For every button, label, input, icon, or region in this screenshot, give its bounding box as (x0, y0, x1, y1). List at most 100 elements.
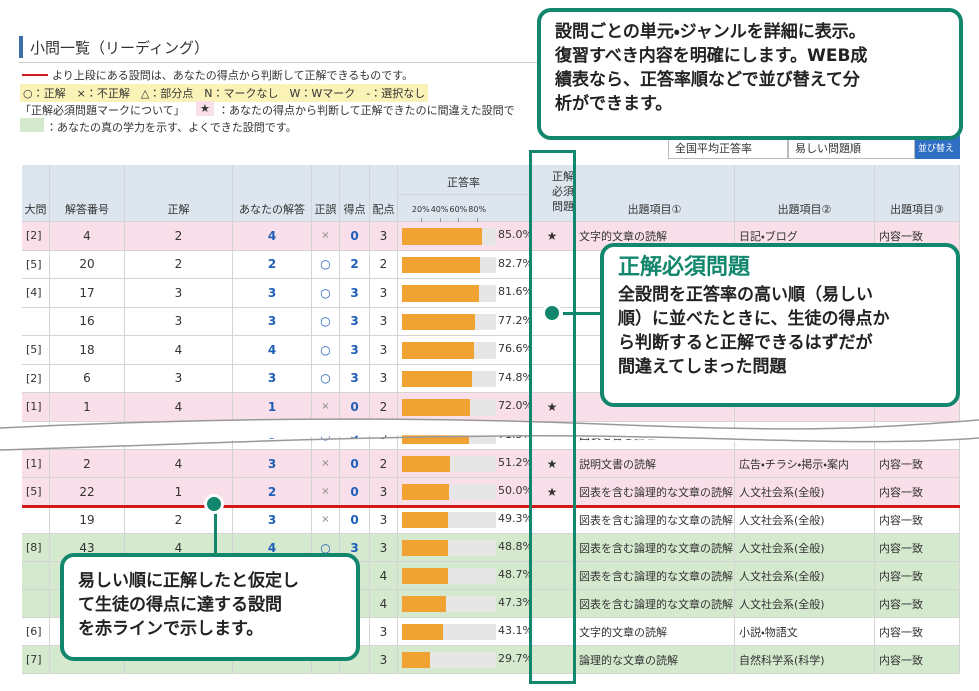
title: 小問一覧（リーディング） (30, 39, 209, 57)
cell: 4 (233, 336, 312, 365)
cell: 図表を含む論理的な文章の読解 (575, 506, 735, 534)
rate-tick (477, 218, 479, 222)
rate-label: 48.7% (498, 568, 533, 581)
rate-bar (402, 456, 451, 472)
break-wave (0, 418, 979, 451)
cell: × (312, 222, 340, 251)
cell: 文字的文章の読解 (575, 618, 735, 646)
cell: 19 (50, 506, 125, 534)
cell (22, 307, 50, 336)
cell: 人文社会系(全般) (735, 478, 875, 506)
cell: 4 (370, 590, 398, 618)
cell: 49.3% (398, 506, 533, 534)
cell: ○ (312, 279, 340, 308)
callout-line: ら判断すると正解できるはずだが (618, 333, 873, 353)
cell: [6] (22, 618, 50, 646)
cell: 0 (340, 478, 370, 506)
cell: ★ (530, 222, 575, 251)
cell: 3 (125, 279, 233, 308)
cell: 図表を含む論理的な文章の読解 (575, 534, 735, 562)
cell: 広告・チラシ・掲示・案内 (735, 450, 875, 478)
cell: 3 (233, 307, 312, 336)
cell: 3 (370, 364, 398, 393)
red-line-sample (22, 74, 48, 76)
callout-line: を赤ラインで示します。 (78, 619, 264, 639)
cell: 3 (370, 506, 398, 534)
rate-label: 74.8% (498, 370, 533, 384)
connector (214, 505, 217, 557)
cell: 3 (370, 336, 398, 365)
cell: 人文社会系(全般) (735, 590, 875, 618)
rate-tick-label: 60% (449, 205, 468, 214)
cell: 18 (50, 336, 125, 365)
cell: 人文社会系(全般) (735, 562, 875, 590)
callout-line: 設問ごとの単元・ジャンルを詳細に表示。 (555, 22, 866, 42)
cell: 0 (340, 506, 370, 534)
cell: 内容一致 (875, 646, 960, 674)
cell: 2 (125, 250, 233, 279)
header-cell: 正解 (125, 165, 233, 222)
cell (530, 590, 575, 618)
rate-tick (439, 218, 441, 222)
header-cell: 正誤 (312, 165, 340, 222)
cell (530, 336, 575, 365)
callout-line: 易しい順に正解したと仮定し (78, 571, 299, 591)
title-bar (19, 36, 23, 58)
cell: 4 (125, 450, 233, 478)
cell: 図表を含む論理的な文章の読解 (575, 478, 735, 506)
cell: ★ (530, 393, 575, 422)
cell: 4 (370, 562, 398, 590)
callout-line: 績表なら、正答率順などで並び替えて分 (555, 70, 860, 90)
rate-bar (402, 285, 479, 302)
legend-must-text: ：あなたの得点から判断して正解できたのに間違えた設問で (218, 104, 515, 117)
header-line: 必須 (552, 184, 574, 198)
rate-label: 76.6% (498, 342, 533, 356)
green-sample (20, 118, 44, 132)
cell: 17 (50, 279, 125, 308)
cell: 1 (233, 393, 312, 422)
cell: [7] (22, 646, 50, 674)
rate-bar (402, 484, 449, 500)
cell: 3 (370, 279, 398, 308)
legend-marks: ○：正解 ×：不正解 △：部分点 N：マークなし W：Wマーク -：選択なし (20, 84, 429, 102)
rate-bar (402, 313, 475, 330)
cell: 3 (370, 646, 398, 674)
cell: 29.7% (398, 646, 533, 674)
rate-tick (458, 218, 460, 222)
cell: 3 (370, 478, 398, 506)
rate-label: 29.7% (498, 652, 533, 665)
cell: 51.2% (398, 450, 533, 478)
cell: 2 (233, 250, 312, 279)
rate-bar (402, 342, 474, 359)
rate-label: 81.6% (498, 285, 533, 299)
rate-label: 82.7% (498, 256, 533, 270)
connector-dot (542, 303, 562, 323)
cell: 3 (340, 336, 370, 365)
cell: 論理的な文章の読解 (575, 646, 735, 674)
cell: 3 (233, 364, 312, 393)
header-cell: 正答率 (398, 165, 530, 195)
header-cell: あなたの解答 (233, 165, 312, 222)
cell: 内容一致 (875, 478, 960, 506)
cell: 説明文書の読解 (575, 450, 735, 478)
header-cell: 出題項目② (735, 165, 875, 222)
cell: 77.2% (398, 307, 533, 336)
rate-label: 72.0% (498, 399, 533, 413)
cell: 0 (340, 222, 370, 251)
cell: 3 (125, 307, 233, 336)
cell: 2 (340, 250, 370, 279)
red-line (22, 505, 960, 508)
cell: 48.8% (398, 534, 533, 562)
cell: 内容一致 (875, 618, 960, 646)
header-cell: 大問 (22, 165, 50, 222)
cell: ○ (312, 364, 340, 393)
header-line: 問題 (552, 199, 574, 213)
cell: 内容一致 (875, 534, 960, 562)
callout-line: 順）に並べたときに、生徒の得点か (618, 309, 890, 329)
legend-green: ：あなたの真の学力を示す、よくできた設問です。 (46, 121, 297, 134)
cell: [2] (22, 222, 50, 251)
cell: 図表を含む論理的な文章の読解 (575, 590, 735, 618)
header-cell: 得点 (340, 165, 370, 222)
cell: ○ (312, 250, 340, 279)
